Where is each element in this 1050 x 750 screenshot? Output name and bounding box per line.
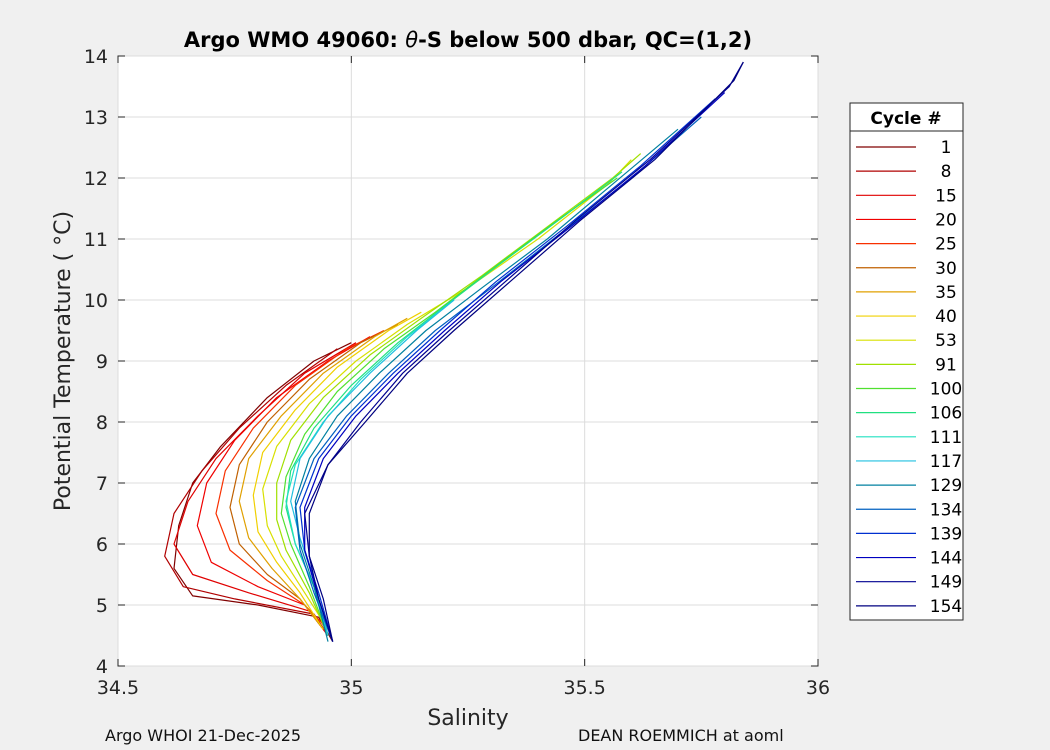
legend-label: 139 bbox=[930, 524, 962, 544]
series-line-cycle-30 bbox=[229, 323, 399, 630]
axis-ticks: 34.5 35 35.5 36 4 5 6 7 8 9 10 11 12 13 14 bbox=[84, 46, 830, 699]
y-tick-label: 7 bbox=[96, 473, 108, 495]
legend-label: 20 bbox=[935, 210, 957, 230]
legend-label: 53 bbox=[935, 331, 957, 351]
legend-label: 40 bbox=[935, 307, 957, 327]
footer-left: Argo WHOI 21-Dec-2025 bbox=[105, 726, 302, 745]
series-line-cycle-35 bbox=[238, 317, 408, 630]
y-tick-label: 10 bbox=[84, 290, 108, 312]
legend: Cycle # 1 8 15 20 25 30 35 40 53 91 100 106 111 117 12… bbox=[849, 102, 964, 621]
y-axis-label: Potential Temperature ( °C) bbox=[51, 211, 76, 511]
legend-label: 30 bbox=[935, 259, 957, 279]
legend-label: 117 bbox=[930, 452, 962, 472]
legend-label: 129 bbox=[930, 476, 962, 496]
legend-label: 100 bbox=[930, 380, 962, 400]
series-line-cycle-25 bbox=[215, 329, 385, 630]
y-tick-label: 8 bbox=[96, 412, 108, 434]
legend-label: 35 bbox=[935, 283, 957, 303]
y-tick-label: 4 bbox=[96, 656, 108, 678]
legend-label: 149 bbox=[930, 573, 962, 593]
grid-lines bbox=[117, 55, 819, 667]
series-line-cycle-1 bbox=[173, 342, 352, 642]
footer-right: DEAN ROEMMICH at aoml bbox=[578, 726, 784, 745]
series-line-cycle-129 bbox=[294, 128, 679, 642]
x-tick-label: 35 bbox=[339, 677, 363, 699]
legend-label: 91 bbox=[935, 355, 957, 375]
series-line-cycle-134 bbox=[294, 116, 702, 642]
y-tick-label: 5 bbox=[96, 595, 108, 617]
series-line-cycle-100 bbox=[280, 177, 618, 636]
legend-label: 15 bbox=[935, 186, 957, 206]
y-tick-label: 12 bbox=[84, 168, 108, 190]
series-line-cycle-20 bbox=[196, 336, 371, 636]
y-tick-label: 13 bbox=[84, 107, 108, 129]
legend-label: 111 bbox=[930, 428, 962, 448]
legend-label: 154 bbox=[930, 597, 962, 617]
legend-label: 8 bbox=[941, 162, 952, 182]
y-tick-label: 9 bbox=[96, 351, 108, 373]
legend-title: Cycle # bbox=[870, 109, 941, 129]
x-tick-label: 36 bbox=[806, 677, 830, 699]
legend-label: 25 bbox=[935, 235, 957, 255]
chart-title: Argo WMO 49060: θ-S below 500 dbar, QC=(… bbox=[184, 28, 752, 52]
x-tick-label: 34.5 bbox=[97, 677, 139, 699]
series-line-cycle-53 bbox=[262, 159, 632, 630]
series-line-cycle-91 bbox=[276, 153, 642, 636]
legend-entries: 1 8 15 20 25 30 35 40 53 91 100 106 111 117 129 134 139 1… bbox=[856, 138, 962, 617]
y-tick-label: 11 bbox=[84, 229, 108, 251]
y-tick-label: 6 bbox=[96, 534, 108, 556]
legend-label: 106 bbox=[930, 404, 962, 424]
x-tick-label: 35.5 bbox=[564, 677, 606, 699]
series-line-cycle-154 bbox=[308, 61, 744, 642]
series-line-cycle-8 bbox=[164, 348, 338, 636]
legend-label: 144 bbox=[930, 549, 962, 569]
series-line-cycle-40 bbox=[252, 311, 422, 630]
y-tick-label: 14 bbox=[84, 46, 108, 68]
legend-label: 1 bbox=[941, 138, 952, 158]
legend-label: 134 bbox=[930, 500, 962, 520]
series-line-cycle-144 bbox=[304, 92, 726, 642]
series-lines bbox=[164, 61, 744, 642]
x-axis-label: Salinity bbox=[427, 706, 508, 731]
